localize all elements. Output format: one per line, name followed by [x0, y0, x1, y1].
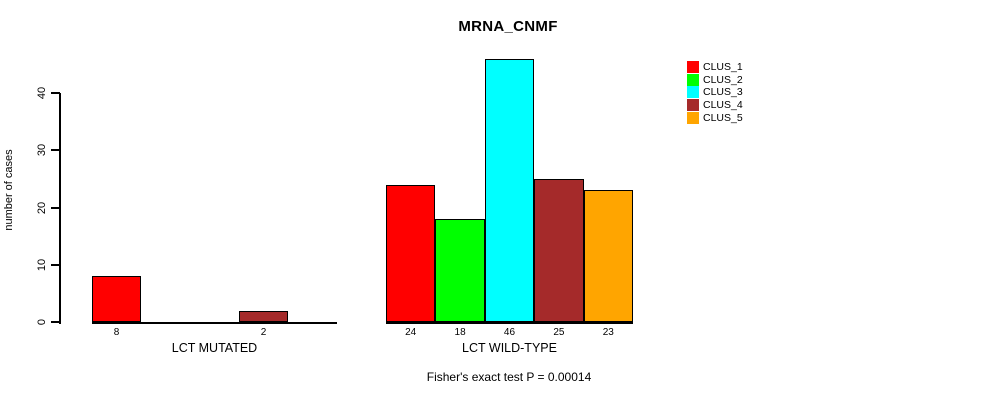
legend-label: CLUS_1: [703, 61, 743, 74]
y-axis-tick-label: 10: [36, 258, 48, 271]
y-axis-tick: [51, 149, 60, 152]
y-axis-tick-label: 0: [36, 318, 48, 326]
legend-entry-clus-2: CLUS_2: [687, 73, 743, 87]
bar-value-label: 24: [405, 327, 417, 338]
y-axis-tick: [51, 206, 60, 209]
legend-swatch-icon: [687, 99, 699, 112]
bar-value-label: 25: [553, 327, 565, 338]
y-axis-tick: [51, 321, 60, 323]
legend-swatch-icon: [687, 86, 699, 99]
legend-swatch-icon: [687, 61, 699, 74]
group-label-lct-wild-type: LCT WILD-TYPE: [462, 341, 557, 355]
bar-value-label: 46: [503, 327, 516, 338]
bar-clus-4-lct-wild-type: [534, 178, 584, 322]
legend-label: CLUS_2: [703, 73, 743, 86]
legend-entry-clus-5: CLUS_5: [687, 111, 743, 124]
legend-label: CLUS_4: [703, 99, 743, 112]
y-axis-tick-label: 30: [36, 144, 48, 157]
bar-clus-3-lct-wild-type: [484, 58, 535, 322]
legend: CLUS_1 CLUS_2 CLUS_3 CLUS_4 CLUS_5: [687, 61, 743, 124]
legend-swatch-icon: [687, 73, 699, 86]
y-axis-title: number of cases: [3, 149, 15, 231]
x-axis-line-left-group: [92, 322, 337, 324]
bar-clus-4-lct-mutated: [239, 310, 288, 322]
bar-value-label: 23: [602, 327, 614, 338]
legend-entry-clus-4: CLUS_4: [687, 99, 743, 112]
bar-value-label: 8: [113, 327, 120, 338]
legend-entry-clus-3: CLUS_3: [687, 86, 743, 99]
y-axis-tick: [51, 92, 60, 94]
group-label-lct-mutated: LCT MUTATED: [171, 341, 258, 355]
bar-value-label: 18: [454, 327, 466, 338]
y-axis-tick-label: 40: [36, 86, 48, 100]
bar-group-lct-wild-type: 24 18 46 25 23: [386, 52, 633, 338]
legend-swatch-icon: [687, 111, 699, 124]
chart-title: MRNA_CNMF: [458, 18, 558, 35]
y-axis-tick: [51, 263, 60, 266]
bar-value-label: 2: [260, 327, 267, 338]
bar-clus-2-lct-wild-type: [435, 218, 485, 322]
bar-clus-5-lct-wild-type: [583, 190, 633, 322]
bar-clus-1-lct-mutated: [92, 276, 141, 322]
legend-label: CLUS_3: [703, 86, 743, 99]
fisher-test-annotation: Fisher's exact test P = 0.00014: [426, 370, 592, 384]
legend-label: CLUS_5: [703, 111, 743, 124]
bar-clus-1-lct-wild-type: [386, 184, 436, 322]
x-axis-line-right-group: [386, 322, 633, 324]
legend-entry-clus-1: CLUS_1: [687, 61, 743, 74]
y-axis-line: [59, 93, 61, 324]
y-axis-tick-label: 20: [36, 201, 48, 214]
